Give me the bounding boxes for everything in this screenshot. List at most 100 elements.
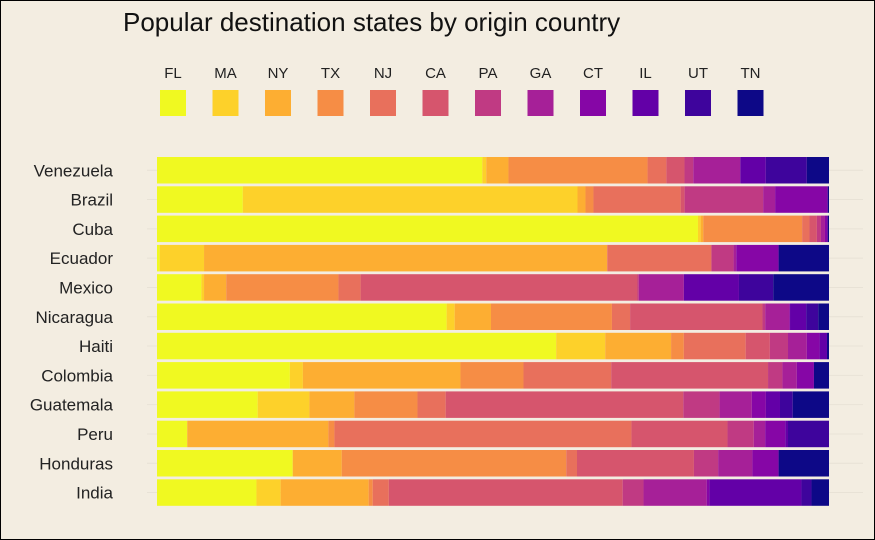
bar-segment — [157, 215, 698, 243]
bar-segment — [738, 274, 774, 301]
bar-segment — [508, 157, 648, 184]
bar-segment — [302, 362, 461, 389]
y-tick-label: Venezuela — [34, 161, 114, 180]
bar-segment — [187, 420, 329, 448]
bar-segment — [709, 479, 802, 506]
chart-title: Popular destination states by origin cou… — [123, 7, 621, 37]
bar-segment — [684, 186, 764, 213]
bar-segment — [769, 332, 789, 360]
bar-segment — [706, 479, 710, 506]
bar-segment — [790, 303, 807, 330]
bar-segment — [765, 391, 780, 418]
bar-segment — [157, 391, 258, 418]
bar-segment — [727, 420, 754, 448]
legend-key-fl — [160, 90, 186, 116]
bar-segment — [630, 303, 763, 330]
bar-segment — [775, 186, 828, 213]
bar-segment — [157, 450, 293, 477]
bar-segment — [157, 303, 447, 330]
bar-segment — [806, 332, 820, 360]
legend-label-nj: NJ — [374, 65, 392, 82]
bar-segment — [809, 215, 817, 243]
bar-segment — [159, 244, 205, 272]
bar-segment — [740, 157, 766, 184]
bar-segment — [683, 274, 739, 301]
y-tick-label: Cuba — [72, 220, 113, 239]
bar-segment — [792, 391, 829, 418]
legend-label-tn: TN — [741, 65, 761, 82]
bar-segment — [765, 420, 786, 448]
bar-segment — [157, 479, 257, 506]
bar-segment — [309, 391, 355, 418]
bar-segment — [226, 274, 339, 301]
bar-segment — [577, 186, 586, 213]
bar-segment — [700, 215, 704, 243]
bar-segment — [745, 332, 770, 360]
bar-segment — [607, 244, 712, 272]
bar-segment — [577, 450, 694, 477]
y-tick-label: Haiti — [79, 337, 113, 356]
bar-segment — [683, 391, 720, 418]
bar-segment — [257, 391, 310, 418]
bar-segment — [753, 420, 766, 448]
bar-segment — [806, 157, 829, 184]
legend-key-tn — [737, 90, 764, 116]
bar-segment — [490, 303, 612, 330]
bar-segment — [711, 244, 734, 272]
bar-segment — [671, 332, 684, 360]
bar-segment — [773, 274, 829, 301]
bar-segment — [751, 391, 766, 418]
bar-segment — [256, 479, 281, 506]
bar-segment — [816, 215, 821, 243]
bar-segment — [157, 362, 290, 389]
bar-segment — [486, 157, 509, 184]
bar-segment — [801, 479, 812, 506]
legend-key-ma — [212, 90, 239, 116]
legend-label-ca: CA — [425, 65, 446, 82]
legend-label-ma: MA — [214, 65, 237, 82]
bar-segment — [482, 157, 487, 184]
bar-segment — [643, 479, 707, 506]
bar-segment — [157, 186, 243, 213]
bar-segment — [684, 157, 694, 184]
bar-segment — [827, 215, 829, 243]
bar-segment — [157, 274, 202, 301]
bar-segment — [446, 303, 455, 330]
bar-segment — [417, 391, 446, 418]
bar-segment — [693, 450, 719, 477]
bar-segment — [637, 274, 639, 301]
bar-segment — [201, 274, 205, 301]
bar-segment — [157, 157, 483, 184]
bar-segment — [523, 362, 612, 389]
bar-segment — [824, 215, 828, 243]
bar-segment — [460, 362, 524, 389]
legend-key-ut — [685, 90, 711, 116]
bar-segment — [354, 391, 418, 418]
legend-key-nj — [370, 90, 396, 116]
bar-segment — [768, 362, 783, 389]
bar-segment — [556, 332, 606, 360]
bar-segment — [778, 450, 829, 477]
bar-segment — [826, 332, 829, 360]
bar-segment — [819, 332, 827, 360]
bar-segment — [338, 274, 361, 301]
bar-segment — [811, 479, 829, 506]
bar-segment — [368, 479, 373, 506]
bar-segment — [666, 157, 685, 184]
bar-segment — [820, 215, 825, 243]
bar-segment — [788, 332, 807, 360]
bar-segment — [631, 420, 728, 448]
bar-segment — [242, 186, 578, 213]
bar-segment — [638, 274, 684, 301]
bar-segment — [802, 215, 810, 243]
bar-segment — [585, 186, 594, 213]
bar-segment — [622, 479, 644, 506]
bar-segment — [718, 450, 753, 477]
bar-segment — [341, 450, 567, 477]
bar-segment — [765, 157, 807, 184]
bar-segment — [289, 362, 303, 389]
bar-segment — [157, 420, 188, 448]
bar-segment — [806, 303, 819, 330]
bar-segment — [204, 274, 227, 301]
bar-segment — [454, 303, 491, 330]
